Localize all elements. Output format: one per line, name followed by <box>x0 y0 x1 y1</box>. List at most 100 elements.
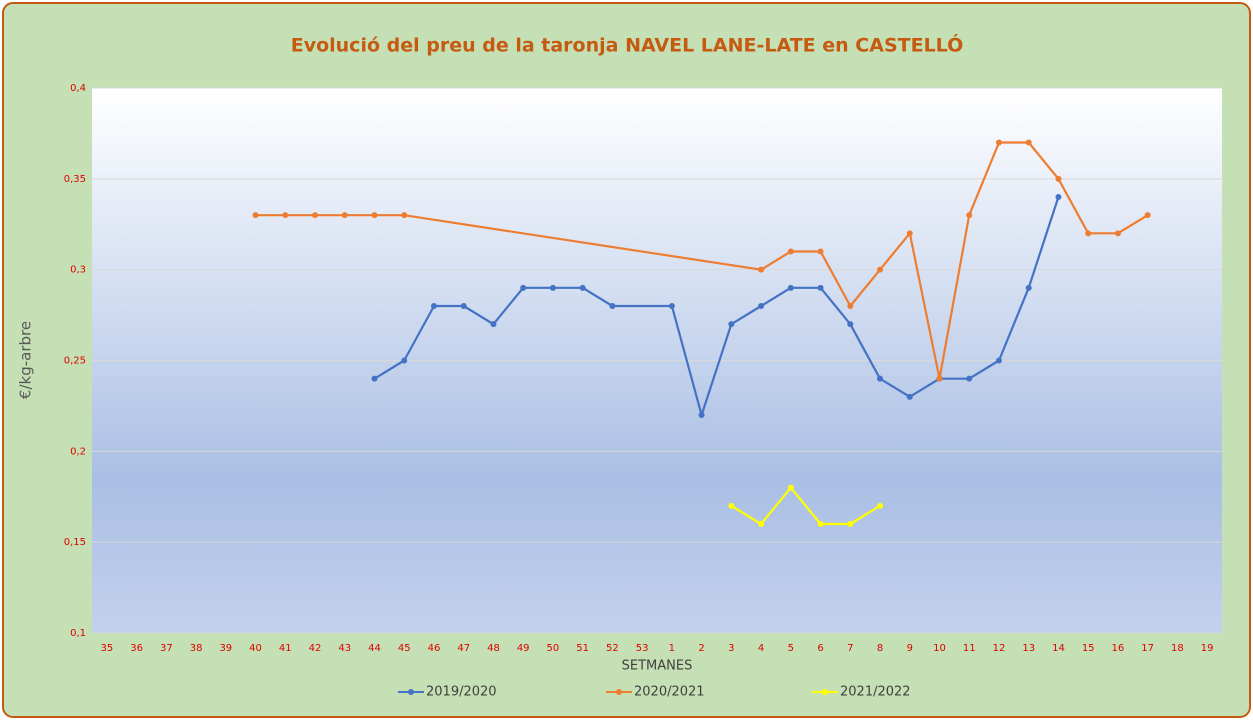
point <box>252 212 259 219</box>
point <box>817 521 824 527</box>
x-tick-label: 35 <box>101 643 114 654</box>
x-tick-label: 53 <box>636 643 649 654</box>
point <box>758 521 765 527</box>
x-tick-label: 11 <box>963 643 976 654</box>
series-line <box>730 486 881 526</box>
point <box>936 375 943 382</box>
point <box>877 502 884 509</box>
x-tick-label: 17 <box>1141 643 1154 654</box>
point <box>1025 139 1032 146</box>
point <box>1055 194 1062 200</box>
point <box>758 266 765 273</box>
chart-title: Evolució del preu de la taronja NAVEL LA… <box>291 33 964 57</box>
point <box>817 248 824 255</box>
x-tick-label: 14 <box>1052 643 1065 654</box>
point <box>549 284 556 291</box>
y-tick-label: 0,4 <box>70 83 86 94</box>
x-tick-label: 10 <box>933 643 946 654</box>
point <box>401 212 408 219</box>
point <box>341 212 348 219</box>
point <box>312 212 319 219</box>
x-tick-label: 36 <box>130 643 143 654</box>
point <box>1114 230 1121 237</box>
y-tick-label: 0,2 <box>70 446 86 457</box>
point <box>490 321 497 328</box>
point <box>966 375 973 382</box>
x-tick-label: 2 <box>698 643 704 654</box>
point <box>995 357 1002 364</box>
y-tick-label: 0,3 <box>70 265 86 276</box>
point <box>401 357 408 364</box>
x-tick-label: 18 <box>1171 643 1184 654</box>
x-tick-label: 45 <box>398 643 411 654</box>
y-tick-label: 0,15 <box>64 537 86 548</box>
x-tick-label: 5 <box>788 643 794 654</box>
y-axis-label: €/kg-arbre <box>17 321 35 399</box>
y-tick-label: 0,35 <box>64 174 86 185</box>
y-tick-label: 0,25 <box>64 356 86 367</box>
point <box>282 212 289 219</box>
point <box>698 412 705 418</box>
x-axis-label: SETMANES <box>622 659 693 674</box>
point <box>847 521 854 527</box>
x-tick-label: 51 <box>576 643 589 654</box>
x-tick-label: 4 <box>758 643 764 654</box>
x-tick-label: 42 <box>309 643 322 654</box>
point <box>817 284 824 291</box>
point <box>520 284 527 291</box>
legend-marker <box>822 689 828 695</box>
point <box>1025 284 1032 291</box>
x-tick-label: 41 <box>279 643 292 654</box>
point <box>906 230 913 237</box>
point <box>728 502 735 509</box>
point <box>460 303 467 309</box>
x-tick-label: 50 <box>547 643 560 654</box>
point <box>668 303 675 309</box>
x-tick-label: 47 <box>457 643 470 654</box>
legend-label: 2021/2022 <box>840 685 911 700</box>
point <box>787 284 794 291</box>
x-tick-label: 52 <box>606 643 619 654</box>
x-tick-label: 8 <box>877 643 883 654</box>
legend-marker <box>616 689 622 695</box>
x-tick-label: 15 <box>1082 643 1095 654</box>
x-tick-label: 12 <box>993 643 1006 654</box>
point <box>966 212 973 219</box>
point <box>787 248 794 255</box>
x-tick-label: 19 <box>1201 643 1214 654</box>
x-tick-label: 37 <box>160 643 173 654</box>
point <box>579 284 586 291</box>
legend-label: 2019/2020 <box>426 685 497 700</box>
point <box>877 266 884 273</box>
y-tick-label: 0,1 <box>70 628 86 639</box>
point <box>1055 175 1062 182</box>
x-tick-label: 7 <box>847 643 853 654</box>
point <box>430 303 437 309</box>
point <box>728 321 735 328</box>
point <box>371 212 378 219</box>
x-tick-label: 6 <box>817 643 823 654</box>
point <box>847 303 854 309</box>
x-tick-label: 16 <box>1112 643 1125 654</box>
point <box>787 484 794 491</box>
point <box>371 375 378 382</box>
point <box>906 393 913 400</box>
point <box>995 139 1002 146</box>
point <box>758 303 765 309</box>
point <box>609 303 616 309</box>
point <box>847 321 854 328</box>
point <box>1085 230 1092 237</box>
x-tick-label: 49 <box>517 643 530 654</box>
point <box>877 375 884 382</box>
x-tick-label: 40 <box>249 643 262 654</box>
series-line <box>255 141 1149 380</box>
x-tick-label: 1 <box>669 643 675 654</box>
legend-marker <box>408 689 414 695</box>
x-tick-label: 44 <box>368 643 381 654</box>
x-tick-label: 9 <box>907 643 913 654</box>
x-tick-label: 46 <box>428 643 441 654</box>
x-tick-label: 38 <box>190 643 203 654</box>
x-tick-label: 48 <box>487 643 500 654</box>
legend-label: 2020/2021 <box>634 685 705 700</box>
